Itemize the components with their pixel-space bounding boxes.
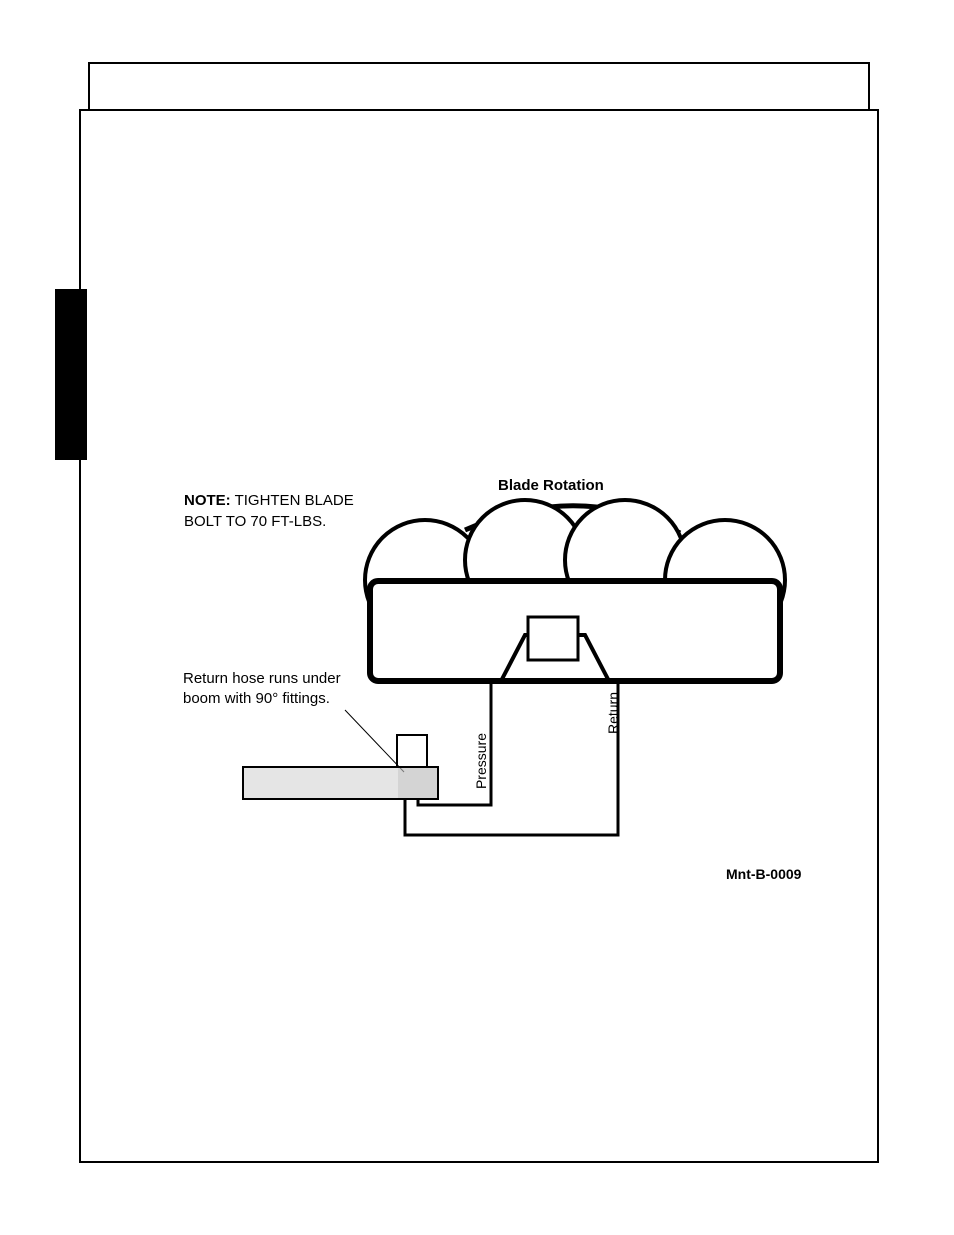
page-border-main — [79, 109, 879, 1163]
motor-label: motor — [533, 643, 566, 658]
return-hose-line-1: Return hose runs under — [183, 670, 341, 687]
note-label: NOTE: — [184, 492, 231, 509]
blade-rotation-label: Blade Rotation — [498, 477, 604, 494]
page-border-top — [88, 62, 870, 109]
torque-note: NOTE: TIGHTEN BLADE BOLT TO 70 FT-LBS. — [184, 490, 354, 532]
boom-label: A - Boom — [316, 779, 378, 796]
return-hose-note: Return hose runs under boom with 90° fit… — [183, 669, 341, 710]
side-tab — [55, 289, 87, 460]
figure-id: Mnt-B-0009 — [726, 866, 801, 882]
note-line-2: BOLT TO 70 FT-LBS. — [184, 513, 326, 530]
return-label: Return — [605, 692, 621, 734]
note-line-1: TIGHTEN BLADE — [231, 492, 354, 509]
pressure-label: Pressure — [473, 733, 489, 789]
return-hose-line-2: boom with 90° fittings. — [183, 690, 330, 707]
